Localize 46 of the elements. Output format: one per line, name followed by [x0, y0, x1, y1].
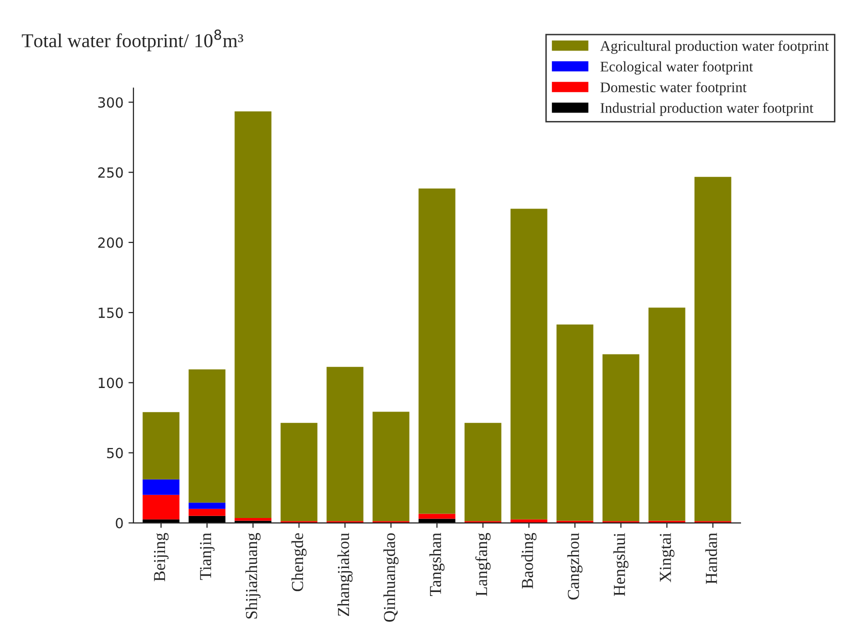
bar — [372, 412, 410, 522]
x-tick-label: Qinhuangdao — [383, 533, 399, 622]
legend-label: Ecological water footprint — [600, 61, 754, 75]
x-tick-label: Chengde — [291, 533, 307, 592]
bar — [188, 502, 226, 509]
y-tick-label: 250 — [98, 167, 123, 178]
legend-label: Industrial production water footprint — [600, 102, 814, 116]
bar — [418, 514, 456, 519]
bar — [142, 494, 180, 520]
chart-title: Total water footprint/ 10$^{8}$m³ — [22, 30, 244, 52]
y-tick-label: 200 — [98, 237, 123, 248]
bar — [234, 111, 272, 518]
x-tick-label: Baoding — [521, 532, 537, 589]
y-tick-label: 150 — [98, 308, 123, 318]
bar — [142, 479, 180, 495]
x-tick-label: Hengshui — [613, 532, 628, 596]
x-tick-label: Cangzhou — [567, 532, 582, 600]
y-tick-label: 300 — [98, 97, 123, 108]
bar — [326, 366, 364, 522]
bar — [188, 369, 226, 503]
legend-label: Agricultural production water footprint — [600, 40, 829, 54]
y-tick-label: 100 — [98, 378, 123, 388]
x-tick-label: Tianjin — [200, 532, 215, 580]
bar — [510, 208, 548, 520]
bar — [418, 188, 456, 514]
x-tick-label: Xingtai — [660, 532, 674, 582]
bar — [280, 422, 318, 522]
bar — [464, 422, 502, 522]
bar — [418, 518, 456, 523]
x-tick-label: Langfang — [475, 532, 491, 596]
y-tick-label: 0 — [116, 518, 123, 528]
x-tick-label: Handan — [705, 532, 718, 584]
legend-label: Domestic water footprint — [600, 82, 747, 96]
x-tick-label: Beijing — [154, 532, 169, 582]
bar — [694, 176, 732, 522]
bar — [556, 324, 594, 521]
bar — [142, 412, 180, 480]
bar — [188, 516, 226, 523]
bar — [602, 354, 640, 522]
x-tick-label: Shijiazhuang — [245, 532, 261, 619]
x-tick-label: Tangshan — [429, 532, 445, 596]
x-tick-label: Zhangjiakou — [337, 532, 353, 616]
y-tick-label: 50 — [107, 448, 123, 458]
bar — [234, 518, 272, 521]
bar — [648, 308, 686, 521]
bar — [188, 508, 226, 516]
